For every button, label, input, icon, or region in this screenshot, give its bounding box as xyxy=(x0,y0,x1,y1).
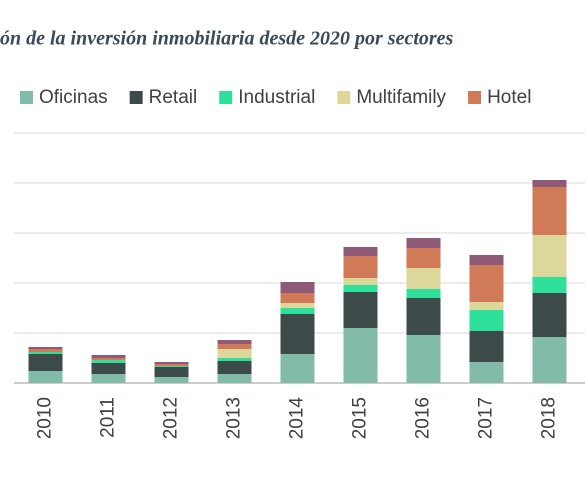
bar-segment xyxy=(532,180,567,187)
bar-segment xyxy=(532,187,567,235)
bar-segment xyxy=(469,255,504,265)
bar-segment xyxy=(406,335,441,383)
bar-segment xyxy=(469,302,504,310)
x-tick-label: 2015 xyxy=(350,397,371,439)
bar-segment xyxy=(532,277,567,293)
bar-segment xyxy=(91,374,126,383)
x-tick-label: 2014 xyxy=(287,397,308,440)
x-tick-label: 2018 xyxy=(539,397,560,439)
bar-segment xyxy=(154,367,189,377)
bar-segment xyxy=(406,298,441,335)
legend-label: Retail xyxy=(149,87,198,108)
bar-segment xyxy=(28,371,63,383)
bar-segment xyxy=(343,247,378,256)
bar-segment xyxy=(280,314,315,354)
x-tick-label: 2012 xyxy=(161,397,182,439)
bar-segment xyxy=(532,235,567,277)
bar-segment xyxy=(343,292,378,328)
bar-segment xyxy=(532,337,567,383)
bar-segment xyxy=(217,344,252,349)
bar-segment xyxy=(280,282,315,293)
bar-segment xyxy=(343,256,378,278)
legend-label: Oficinas xyxy=(39,87,108,108)
bar-segment xyxy=(343,285,378,292)
bar-segment xyxy=(280,354,315,383)
bar-segment xyxy=(217,358,252,361)
bar-segment xyxy=(406,238,441,248)
x-tick-label: 2013 xyxy=(224,397,245,439)
bar-segment xyxy=(154,366,189,367)
x-tick-label: 2010 xyxy=(35,397,56,439)
bar-segment xyxy=(280,293,315,303)
bar-segment xyxy=(91,358,126,360)
bar-segment xyxy=(469,265,504,302)
legend-label: Hotel xyxy=(487,87,531,108)
legend-swatch xyxy=(337,91,351,104)
bar-segment xyxy=(343,278,378,285)
x-tick-label: 2017 xyxy=(476,397,497,439)
x-tick-label: 2016 xyxy=(413,397,434,439)
bar-segment xyxy=(154,377,189,383)
chart-title: ón de la inversión inmobiliaria desde 20… xyxy=(0,28,454,50)
bar-segment xyxy=(154,364,189,366)
bar-segment xyxy=(28,349,63,352)
legend-swatch xyxy=(20,91,33,104)
bar-segment xyxy=(469,331,504,362)
bar-segment xyxy=(28,352,63,354)
bar-segment xyxy=(217,349,252,358)
bar-segment xyxy=(91,363,126,374)
bar-segment xyxy=(280,303,315,308)
bar-segment xyxy=(154,362,189,364)
bar-segment xyxy=(217,340,252,344)
bar-segment xyxy=(406,289,441,298)
legend-label: Industrial xyxy=(238,87,315,108)
x-tick-label: 2011 xyxy=(98,397,119,438)
bar-segment xyxy=(469,362,504,383)
bar-segment xyxy=(343,328,378,383)
bar-segment xyxy=(217,374,252,383)
bar-segment xyxy=(406,248,441,268)
legend-label: Multifamily xyxy=(356,87,446,108)
bar-segment xyxy=(28,354,63,371)
legend-swatch xyxy=(468,91,482,104)
bar-segment xyxy=(91,360,126,363)
bar-segment xyxy=(28,347,63,349)
bar-segment xyxy=(91,355,126,358)
bar-segment xyxy=(532,293,567,337)
bar-segment xyxy=(217,361,252,374)
bar-segment xyxy=(406,268,441,289)
bar-segment xyxy=(280,308,315,314)
bar-segment xyxy=(469,310,504,331)
legend-swatch xyxy=(129,91,143,104)
legend-swatch xyxy=(219,91,233,104)
